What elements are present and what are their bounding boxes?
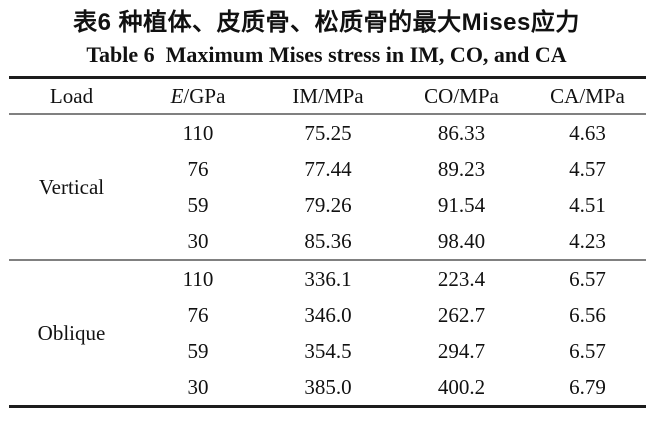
table-row: 59 79.26 91.54 4.51 <box>9 187 646 223</box>
table-row: 30 85.36 98.40 4.23 <box>9 223 646 260</box>
table-row: Oblique 110 336.1 223.4 6.57 <box>9 260 646 345</box>
cell-e: 110 <box>182 266 214 291</box>
cell-im: 75.25 <box>304 120 352 145</box>
header-load: Load <box>49 83 94 108</box>
cell-im: 77.44 <box>304 156 352 181</box>
cell-ca: 6.57 <box>569 338 606 363</box>
cell-e: 30 <box>187 228 209 253</box>
cell-im: 336.1 <box>304 266 352 291</box>
cell-im: 346.0 <box>304 302 352 327</box>
header-ca-mpa: CA/MPa <box>550 83 625 108</box>
e-unit: /GPa <box>183 83 226 108</box>
cell-co: 223.4 <box>437 266 486 291</box>
cell-co: 262.7 <box>437 302 486 327</box>
cell-co: 91.54 <box>437 192 486 217</box>
table-caption-zh: 表6 种植体、皮质骨、松质骨的最大Mises应力 <box>73 9 580 36</box>
header-im-mpa: IM/MPa <box>292 83 364 108</box>
cell-e: 110 <box>182 120 214 145</box>
cell-ca: 6.56 <box>569 302 606 327</box>
cell-im: 385.0 <box>304 374 352 399</box>
mises-stress-table: Load E/GPa IM/MPa CO/MPa CA/MPa Vertical <box>9 76 646 408</box>
table-row: 30 385.0 400.2 6.79 <box>9 369 646 407</box>
cell-e: 59 <box>187 192 209 217</box>
cell-co: 98.40 <box>437 228 486 253</box>
cell-e: 30 <box>187 374 209 399</box>
cell-im: 354.5 <box>304 338 352 363</box>
cell-ca: 6.57 <box>569 266 606 291</box>
e-symbol: E <box>170 83 184 108</box>
load-label-vertical: Vertical <box>38 174 105 199</box>
cell-co: 294.7 <box>437 338 486 363</box>
table-caption-en: Table 6 Maximum Mises stress in IM, CO, … <box>86 42 567 67</box>
cell-ca: 4.63 <box>569 120 606 145</box>
table-header-row: Load E/GPa IM/MPa CO/MPa CA/MPa <box>9 78 646 115</box>
table-row: 76 346.0 262.7 6.56 <box>9 297 646 333</box>
section-vertical: Vertical 110 75.25 86.33 4.63 76 77.44 8… <box>9 114 646 260</box>
cell-ca: 4.23 <box>569 228 606 253</box>
cell-co: 89.23 <box>437 156 486 181</box>
section-oblique: Oblique 110 336.1 223.4 6.57 76 346.0 26… <box>9 260 646 407</box>
cell-e: 59 <box>187 338 209 363</box>
cell-im: 85.36 <box>304 228 352 253</box>
table-row: 76 77.44 89.23 4.57 <box>9 151 646 187</box>
cell-co: 400.2 <box>437 374 486 399</box>
cell-ca: 6.79 <box>569 374 606 399</box>
header-e-gpa: E/GPa <box>134 78 262 115</box>
header-co-mpa: CO/MPa <box>424 83 499 108</box>
cell-ca: 4.51 <box>569 192 606 217</box>
cell-e: 76 <box>187 302 209 327</box>
cell-ca: 4.57 <box>569 156 606 181</box>
cell-e: 76 <box>187 156 209 181</box>
load-label-oblique: Oblique <box>37 320 106 345</box>
table-row: 59 354.5 294.7 6.57 <box>9 333 646 369</box>
table-row: Vertical 110 75.25 86.33 4.63 <box>9 114 646 199</box>
cell-im: 79.26 <box>304 192 352 217</box>
cell-co: 86.33 <box>437 120 486 145</box>
